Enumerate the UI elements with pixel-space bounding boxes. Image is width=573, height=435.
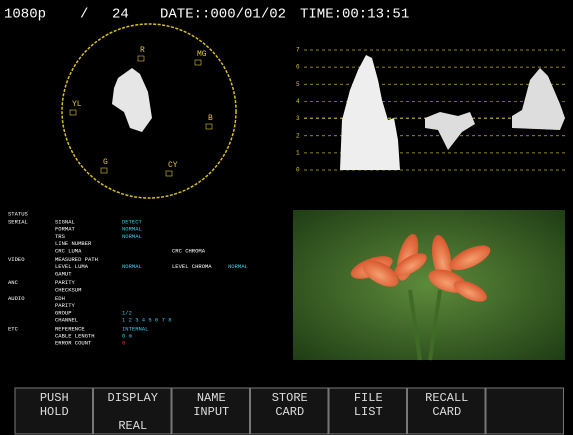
- status-label: SIGNAL: [55, 218, 75, 225]
- status-value: 1/2: [122, 309, 132, 316]
- vector-target-label: YL: [72, 100, 82, 109]
- status-value: INTERNAL: [122, 325, 148, 332]
- status-value: NORMAL: [122, 263, 142, 270]
- softkey-label[interactable]: HOLD: [40, 405, 69, 419]
- softkey-label[interactable]: CARD: [275, 405, 304, 419]
- status-value: NORMAL: [122, 233, 142, 240]
- status-label: CHECKSUM: [55, 286, 81, 293]
- softkey-label[interactable]: DISPLAY: [108, 391, 158, 405]
- status-label: CRC CHROMA: [172, 247, 206, 254]
- section-title: SERIAL: [8, 218, 28, 225]
- softkey-label[interactable]: NAME: [197, 391, 226, 405]
- softkey-label[interactable]: FILE: [354, 391, 383, 405]
- waveform-scale-label: 7: [296, 47, 300, 54]
- date: DATE::000/01/02: [160, 7, 286, 23]
- status-value: DETECT: [122, 218, 143, 225]
- section-title: ANC: [8, 279, 19, 286]
- softkey-bar: PUSHHOLDDISPLAYREALNAMEINPUTSTORECARDFIL…: [15, 388, 564, 434]
- status-value: 0 m: [122, 332, 133, 339]
- status-label: FORMAT: [55, 226, 76, 233]
- vector-target-label: MG: [197, 50, 207, 59]
- status-label: CHANNEL: [55, 317, 78, 324]
- status-label: LEVEL LUMA: [55, 263, 89, 270]
- status-label: EDH: [55, 295, 65, 302]
- section-title: ETC: [8, 325, 19, 332]
- format: 1080p: [4, 7, 46, 23]
- softkey-label[interactable]: STORE: [272, 391, 308, 405]
- status-label: LEVEL CHROMA: [172, 263, 212, 270]
- monitor-screen: 1080p / 24 DATE::000/01/02 TIME:00:13:51…: [0, 0, 573, 435]
- status-label: REFERENCE: [55, 325, 85, 332]
- time: TIME:00:13:51: [300, 7, 409, 23]
- waveform-scale-label: 1: [296, 149, 300, 156]
- softkey-sub-label[interactable]: REAL: [118, 419, 147, 433]
- softkey[interactable]: [486, 388, 564, 434]
- separator: /: [80, 7, 88, 23]
- status-value: 1 2 3 4 5 6 7 8: [122, 317, 172, 324]
- status-label: LINE NUMBER: [55, 240, 92, 247]
- waveform-scale-label: 3: [296, 115, 300, 122]
- status-label: PARITY: [55, 279, 76, 286]
- status-value: 0: [122, 340, 125, 347]
- vector-target-label: CY: [168, 161, 178, 170]
- status-value: NORMAL: [228, 263, 248, 270]
- section-title: AUDIO: [8, 295, 25, 302]
- waveform-scale-label: 2: [296, 132, 300, 139]
- vector-target-label: G: [103, 158, 108, 167]
- status-label: PARITY: [55, 302, 76, 309]
- picture-preview: [293, 210, 565, 360]
- section-title: VIDEO: [8, 256, 25, 263]
- status-label: ERROR COUNT: [55, 340, 92, 347]
- softkey-label[interactable]: INPUT: [193, 405, 229, 419]
- softkey-label[interactable]: PUSH: [40, 391, 69, 405]
- status-value: NORMAL: [122, 226, 142, 233]
- waveform-scale-label: 4: [296, 98, 300, 105]
- vector-target-label: R: [140, 46, 145, 55]
- waveform-scale-label: 0: [296, 167, 300, 174]
- softkey-label[interactable]: CARD: [432, 405, 461, 419]
- status-label: MEASURED PATH: [55, 256, 98, 263]
- waveform-scale-label: 6: [296, 64, 300, 71]
- softkey-label[interactable]: RECALL: [425, 391, 468, 405]
- status-label: GROUP: [55, 309, 72, 316]
- vector-target-label: B: [208, 114, 213, 123]
- picture-background: [293, 210, 565, 360]
- status-label: CRC LUMA: [55, 247, 82, 254]
- status-title: STATUS: [8, 210, 29, 217]
- status-label: CABLE LENGTH: [55, 332, 95, 339]
- status-label: TRS: [55, 233, 66, 240]
- frame-rate: 24: [112, 7, 129, 23]
- softkey-label[interactable]: LIST: [354, 405, 383, 419]
- waveform-scale-label: 5: [296, 81, 300, 88]
- status-label: GAMUT: [55, 270, 72, 277]
